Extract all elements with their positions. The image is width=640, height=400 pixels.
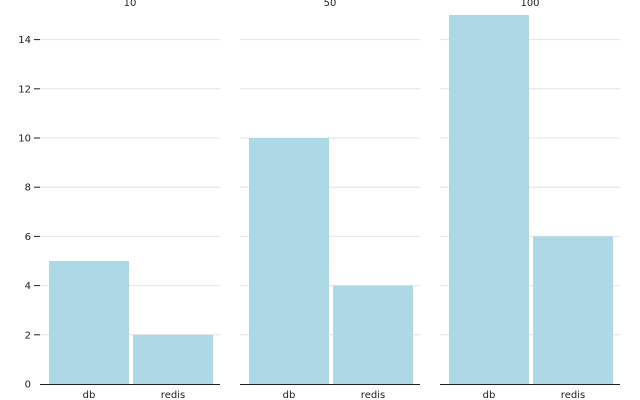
x-category-label: redis: [561, 390, 585, 400]
y-tick-label: 14: [18, 35, 31, 46]
y-tick-label: 12: [18, 84, 31, 95]
x-category-label: db: [283, 390, 296, 400]
y-tick-label: 8: [25, 183, 31, 194]
bar-50-redis: [333, 285, 413, 384]
x-category-label: redis: [361, 390, 385, 400]
facet-label: 100: [520, 0, 539, 9]
bar-10-db: [49, 261, 129, 384]
bars: [49, 15, 613, 384]
bar-100-redis: [533, 236, 613, 384]
axes: [34, 39, 620, 385]
bar-10-redis: [133, 334, 213, 384]
y-tick-label: 4: [25, 281, 31, 292]
y-tick-label: 0: [25, 380, 31, 391]
facet-label: 50: [324, 0, 337, 9]
x-category-label: db: [483, 390, 496, 400]
bar-50-db: [249, 138, 329, 384]
labels: 0 2 4 6 8 10 12 14 10 db redis 50 db redis 100 db redis: [18, 0, 585, 400]
facet-label: 10: [124, 0, 137, 9]
x-category-label: redis: [161, 390, 185, 400]
bar-100-db: [449, 15, 529, 384]
y-tick-label: 2: [25, 330, 31, 341]
y-tick-label: 10: [18, 134, 31, 145]
x-category-label: db: [83, 390, 96, 400]
y-tick-label: 6: [25, 232, 31, 243]
